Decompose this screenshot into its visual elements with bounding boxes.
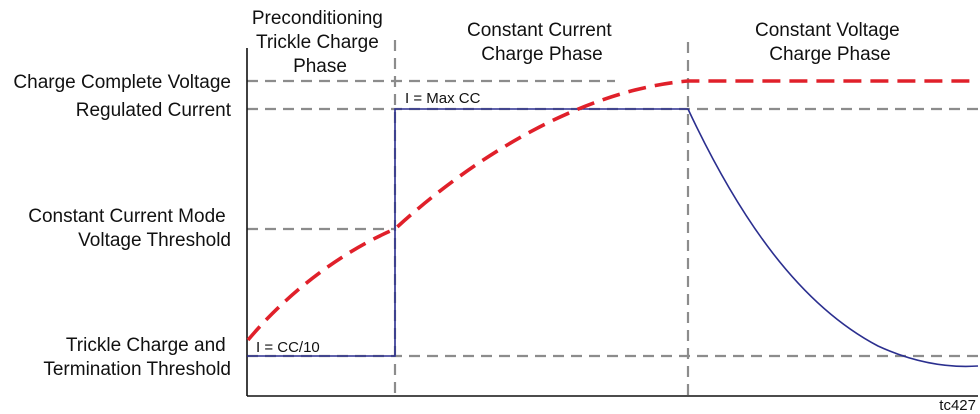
charge-current-curve — [247, 108, 979, 368]
level-label-trickle-termination-line-2: Termination Threshold — [43, 359, 231, 380]
level-label-charge-complete-voltage: Charge Complete Voltage — [13, 72, 231, 93]
phase-label-constant-current-line-1: Constant Current — [467, 20, 612, 41]
phase-label-preconditioning: Preconditioning Trickle Charge Phase — [252, 8, 388, 77]
phase-label-constant-voltage: Constant Voltage Charge Phase — [755, 20, 905, 65]
level-label-trickle-termination: Trickle Charge and Termination Threshold — [43, 335, 231, 380]
phase-label-constant-voltage-line-2: Charge Phase — [769, 44, 890, 65]
phase-label-constant-voltage-line-1: Constant Voltage — [755, 20, 900, 41]
level-label-regulated-current-line-1: Regulated Current — [76, 100, 232, 121]
figure-id: tc427 — [939, 397, 976, 414]
level-label-cc-mode-threshold-line-1: Constant Current Mode — [28, 206, 226, 227]
level-label-regulated-current: Regulated Current — [76, 100, 232, 121]
annotation-max-cc: I = Max CC — [405, 90, 481, 107]
level-label-cc-mode-threshold-line-2: Voltage Threshold — [78, 230, 231, 251]
level-label-charge-complete-voltage-line-1: Charge Complete Voltage — [13, 72, 231, 93]
phase-label-preconditioning-line-2: Trickle Charge — [256, 32, 379, 53]
level-label-trickle-termination-line-1: Trickle Charge and — [66, 335, 226, 356]
phase-label-preconditioning-line-3: Phase — [293, 56, 347, 77]
phase-label-constant-current: Constant Current Charge Phase — [467, 20, 617, 65]
battery-voltage-curve — [246, 79, 978, 342]
phase-label-constant-current-line-2: Charge Phase — [481, 44, 602, 65]
level-label-cc-mode-threshold: Constant Current Mode Voltage Threshold — [28, 206, 231, 251]
annotation-trickle-current: I = CC/10 — [256, 339, 320, 356]
phase-label-preconditioning-line-1: Preconditioning — [252, 8, 383, 29]
